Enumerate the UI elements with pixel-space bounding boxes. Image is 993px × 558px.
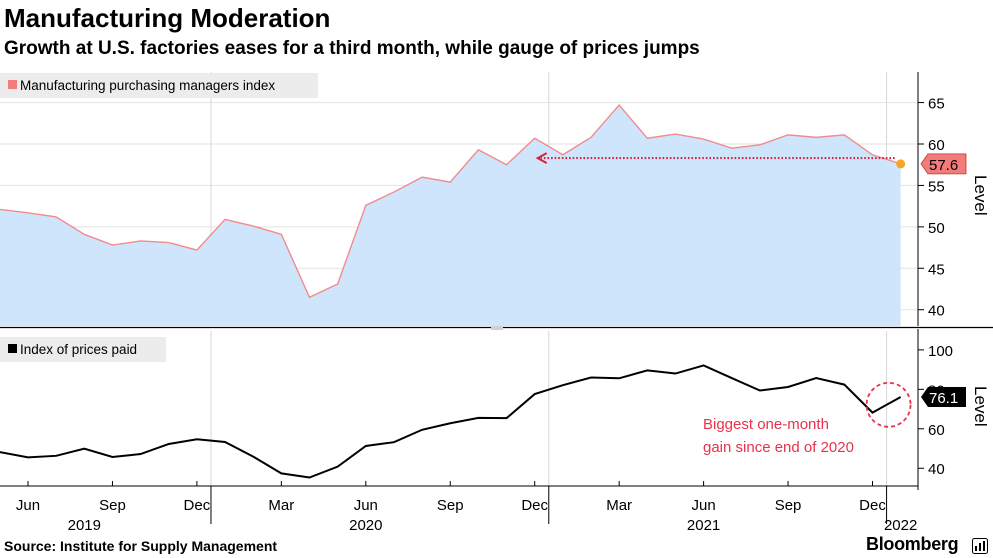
prices-ylabel: Level	[971, 386, 990, 427]
pmi-ytick-label: 65	[928, 96, 945, 113]
prices-value-label: 76.1	[929, 390, 958, 407]
x-tick-label: Mar	[606, 497, 632, 514]
x-tick-label: Sep	[437, 497, 464, 514]
prices-ytick-label: 60	[928, 422, 945, 439]
pmi-value-label: 57.6	[929, 157, 958, 174]
x-year-label: 2019	[68, 517, 101, 534]
source-note: Source: Institute for Supply Management	[4, 538, 278, 554]
x-year-label: 2020	[349, 517, 382, 534]
annotation-circle	[865, 381, 912, 428]
annotation-line-1: Biggest one-month	[703, 416, 829, 433]
pmi-area	[0, 105, 901, 326]
x-tick-label: Dec	[184, 497, 211, 514]
x-year-label: 2022	[884, 517, 917, 534]
pmi-last-point	[896, 159, 906, 169]
prices-ytick-label: 40	[928, 461, 945, 478]
bloomberg-terminal-icon	[972, 538, 988, 554]
pmi-ytick-label: 60	[928, 137, 945, 154]
pmi-line	[0, 103, 901, 299]
x-tick-label: Dec	[859, 497, 886, 514]
prices-ytick-label: 100	[928, 343, 953, 360]
prices-line	[0, 364, 902, 479]
prices-legend-swatch	[8, 344, 17, 353]
x-year-label: 2021	[687, 517, 720, 534]
x-tick-label: Jun	[16, 497, 40, 514]
prices-legend-label: Index of prices paid	[20, 342, 137, 357]
pmi-legend-swatch	[8, 80, 17, 89]
pmi-arrow-head	[535, 152, 548, 164]
pmi-ytick-label: 55	[928, 178, 945, 195]
chart-title: Manufacturing Moderation	[4, 3, 331, 33]
x-tick-label: Dec	[521, 497, 548, 514]
pmi-ytick-label: 40	[928, 303, 945, 320]
x-tick-label: Mar	[268, 497, 294, 514]
x-tick-label: Sep	[775, 497, 802, 514]
pmi-legend	[0, 73, 318, 98]
pmi-ytick-label: 45	[928, 261, 945, 278]
prices-legend	[0, 337, 166, 362]
chart-subtitle: Growth at U.S. factories eases for a thi…	[4, 38, 700, 59]
prices-value-badge	[921, 387, 966, 408]
pmi-value-badge	[920, 153, 967, 175]
annotation-line-2: gain since end of 2020	[703, 439, 854, 456]
bloomberg-logo: Bloomberg	[866, 534, 959, 554]
pmi-legend-label: Manufacturing purchasing managers index	[20, 78, 275, 93]
panel-resize-handle	[491, 325, 503, 330]
pmi-ytick-label: 50	[928, 220, 945, 237]
x-tick-label: Jun	[354, 497, 378, 514]
x-tick-label: Sep	[99, 497, 126, 514]
x-tick-label: Jun	[692, 497, 716, 514]
pmi-ylabel: Level	[971, 175, 990, 216]
